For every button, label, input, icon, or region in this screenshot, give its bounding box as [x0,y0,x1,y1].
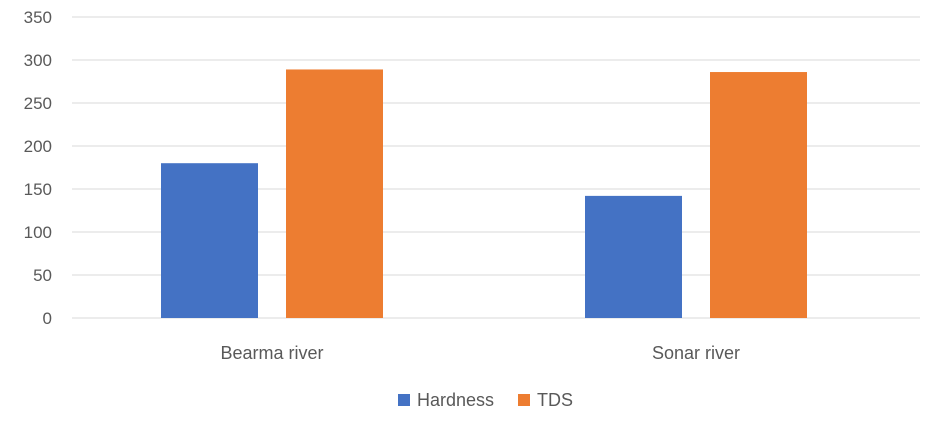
y-tick-label: 250 [24,94,52,113]
bar-tds-1 [286,69,383,319]
x-category-label: Sonar river [652,343,740,363]
legend-swatch-tds [518,394,530,406]
legend-label-hardness: Hardness [417,390,494,410]
y-tick-label: 0 [43,309,52,328]
y-axis-ticks: 0 50 100 150 200 250 300 350 [24,8,52,328]
legend-swatch-hardness [398,394,410,406]
legend: Hardness TDS [398,390,573,410]
y-tick-label: 150 [24,180,52,199]
bar-hardness-1 [161,163,258,318]
legend-label-tds: TDS [537,390,573,410]
x-category-label: Bearma river [220,343,323,363]
bar-hardness-2 [585,195,682,318]
y-tick-label: 200 [24,137,52,156]
x-axis-categories: Bearma river Sonar river [220,343,740,363]
bar-tds-2 [710,72,807,318]
y-tick-label: 350 [24,8,52,27]
bars [161,69,807,319]
y-tick-label: 300 [24,51,52,70]
y-tick-label: 50 [33,266,52,285]
y-tick-label: 100 [24,223,52,242]
